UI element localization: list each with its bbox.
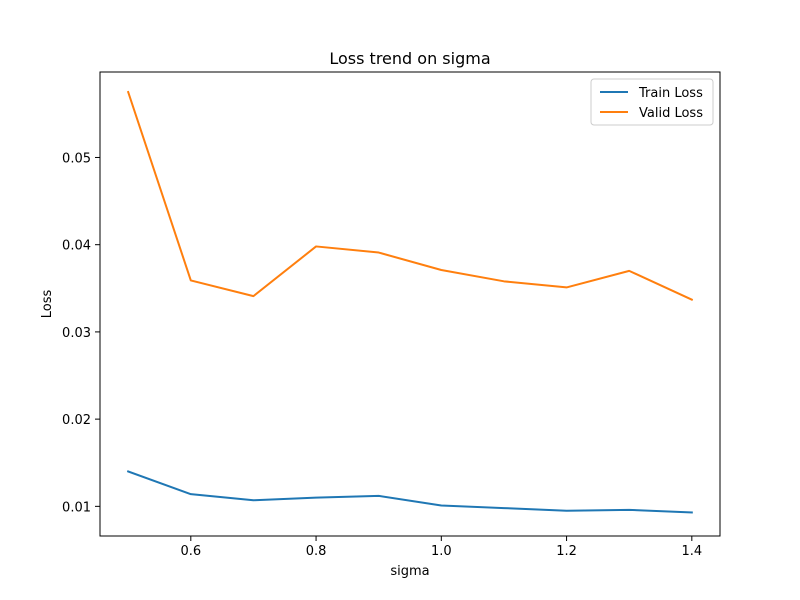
x-tick-label: 1.0 <box>431 544 452 559</box>
y-tick-label: 0.05 <box>62 151 91 166</box>
y-tick-label: 0.04 <box>62 239 91 254</box>
series-line-valid-loss <box>126 90 694 301</box>
plot-layer <box>126 90 694 514</box>
legend: Train Loss Valid Loss <box>590 78 714 126</box>
plot-frame <box>99 71 721 537</box>
legend-label-valid-loss: Valid Loss <box>639 106 703 121</box>
x-tick-label: 0.6 <box>180 544 201 559</box>
y-tick-label: 0.03 <box>62 326 91 341</box>
x-tick-label: 1.2 <box>556 544 577 559</box>
legend-label-train-loss: Train Loss <box>638 86 703 101</box>
x-axis-label: sigma <box>390 564 429 579</box>
series-line-train-loss <box>126 470 693 514</box>
x-tick-label: 0.8 <box>306 544 327 559</box>
y-tick-label: 0.01 <box>62 500 91 515</box>
x-tick-label: 1.4 <box>681 544 702 559</box>
legend-box <box>590 78 714 126</box>
chart-title: Loss trend on sigma <box>329 49 490 68</box>
axis-layer: 0.6 0.8 1.0 1.2 1.4 0.01 0.02 0.03 0.04 0.05 <box>62 71 721 559</box>
y-tick-label: 0.02 <box>62 413 91 428</box>
y-axis-label: Loss <box>40 290 55 319</box>
